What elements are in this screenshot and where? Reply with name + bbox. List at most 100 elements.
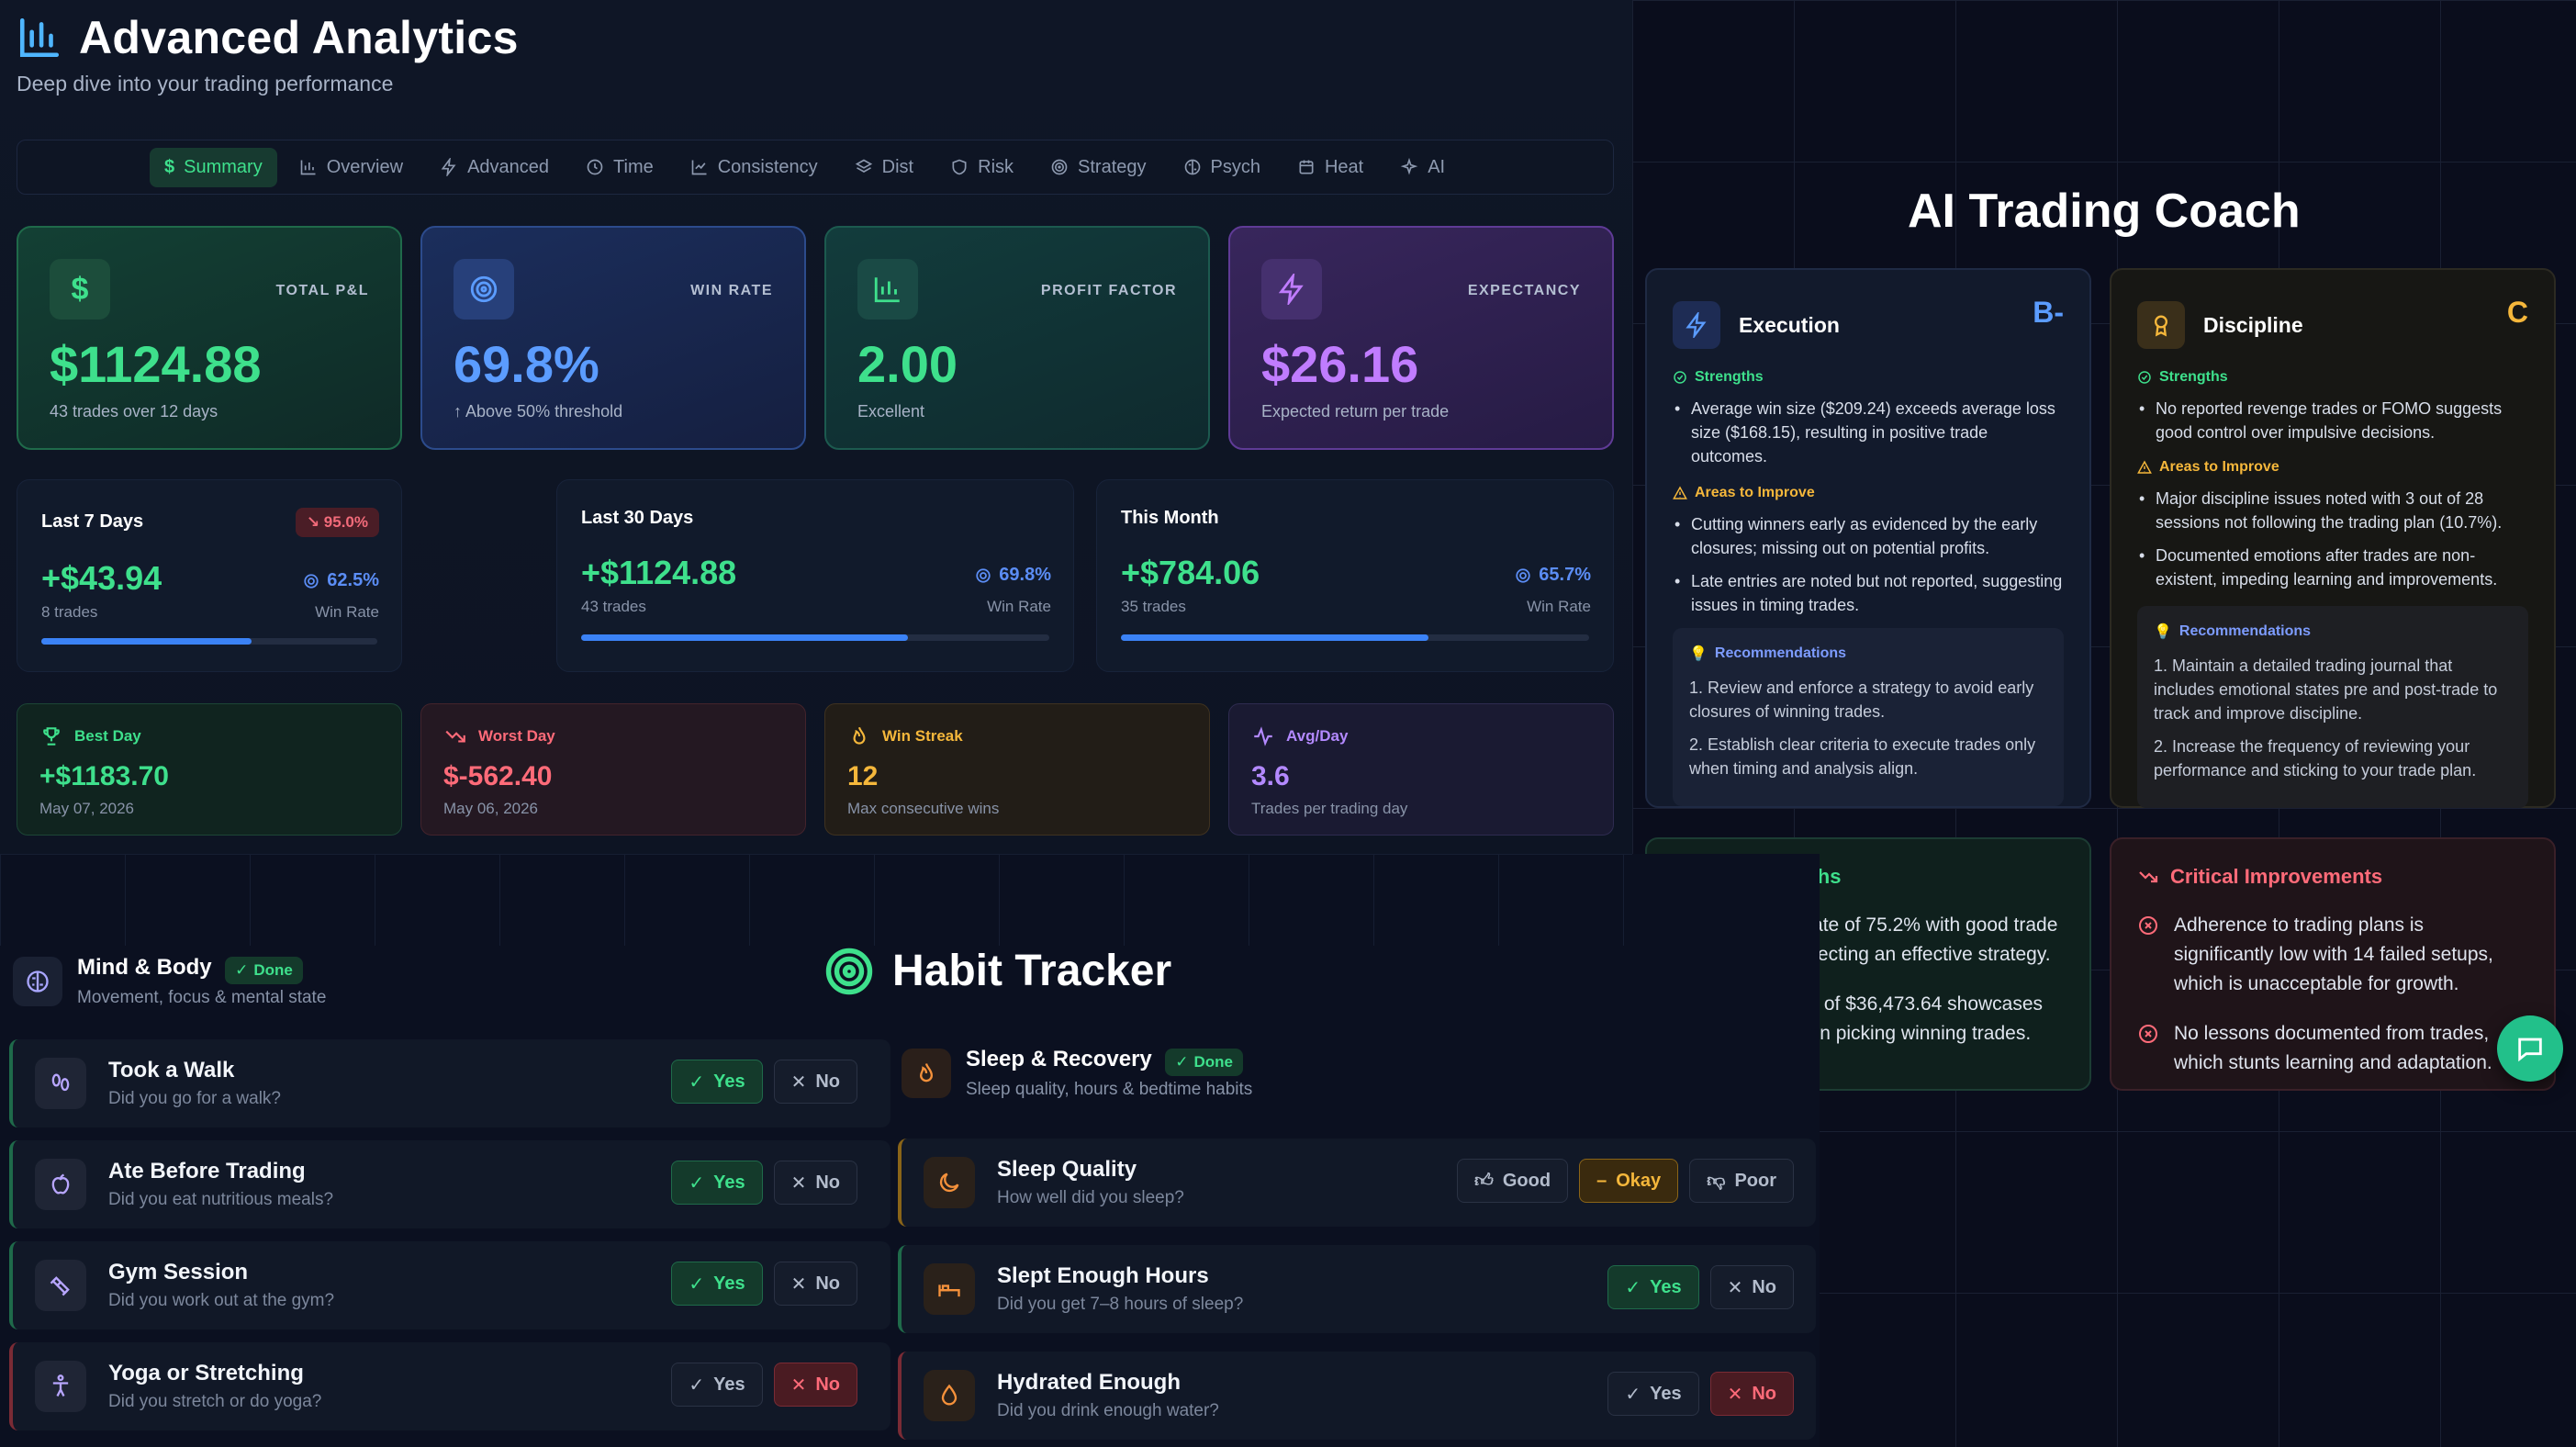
icon-box xyxy=(924,1157,975,1208)
yes-button[interactable]: ✓ Yes xyxy=(1607,1265,1699,1309)
mini-value: $-562.40 xyxy=(443,761,553,791)
habit-tracker-header: Habit Tracker xyxy=(824,946,1171,996)
critical-improvements-card: Critical Improvements Adherence to tradi… xyxy=(2110,837,2556,1091)
tab-label: Dist xyxy=(881,156,914,177)
card-header: Critical Improvements xyxy=(2137,865,2528,889)
no-button[interactable]: ✕ No xyxy=(773,1060,857,1104)
check-icon: ✓ xyxy=(689,1172,705,1194)
stat-card-win-rate: WIN RATE 69.8% ↑ Above 50% threshold xyxy=(420,226,806,450)
win-rate-value: 62.5% xyxy=(327,570,379,590)
yes-button[interactable]: ✓ Yes xyxy=(671,1363,763,1407)
progress-fill xyxy=(41,638,252,645)
tab-label: Time xyxy=(613,156,654,177)
warning-icon xyxy=(1673,486,1687,499)
habit-row-hydrated: Hydrated Enough Did you drink enough wat… xyxy=(898,1352,1816,1440)
win-rate: 65.7% xyxy=(1515,565,1591,586)
tab-psych[interactable]: Psych xyxy=(1169,148,1275,187)
no-button[interactable]: ✕ No xyxy=(1709,1265,1794,1309)
flame-icon xyxy=(919,1062,934,1082)
icon-box xyxy=(454,259,514,320)
yes-button[interactable]: ✓ Yes xyxy=(671,1060,763,1104)
period-card-7d: Last 7 Days ↘ 95.0% +$43.94 8 trades 62.… xyxy=(17,479,402,672)
yes-button[interactable]: ✓ Yes xyxy=(671,1262,763,1306)
thumbs-down-icon: 👎︎ xyxy=(1707,1171,1726,1191)
habit-name: Gym Session xyxy=(108,1260,249,1284)
close-icon: ✕ xyxy=(790,1273,807,1295)
button-label: No xyxy=(815,1071,840,1092)
tab-advanced[interactable]: Advanced xyxy=(425,148,564,187)
stat-label: PROFIT FACTOR xyxy=(1040,283,1177,298)
tab-summary[interactable]: $ Summary xyxy=(150,147,277,187)
tab-consistency[interactable]: Consistency xyxy=(676,148,833,187)
yes-button[interactable]: ✓ Yes xyxy=(1607,1372,1699,1416)
win-rate-value: 69.8% xyxy=(999,565,1051,585)
tab-overview[interactable]: Overview xyxy=(285,148,418,187)
tab-time[interactable]: Time xyxy=(571,148,668,187)
improve-section: Areas to Improve Major discipline issues… xyxy=(2137,459,2528,600)
category-title: Mind & Body xyxy=(77,955,212,980)
bar-chart-icon xyxy=(19,17,60,58)
stat-value: $26.16 xyxy=(1261,335,1419,393)
close-icon: ✕ xyxy=(790,1172,807,1194)
avg-day-card: Avg/Day 3.6 Trades per trading day xyxy=(1228,703,1614,836)
recommendation-item: 1. Review and enforce a strategy to avoi… xyxy=(1689,679,2034,721)
tab-label: AI xyxy=(1428,156,1446,177)
target-icon xyxy=(976,567,991,583)
icon-box xyxy=(2137,301,2185,349)
button-label: No xyxy=(1752,1276,1776,1297)
tab-label: Summary xyxy=(184,156,263,177)
yes-button[interactable]: ✓ Yes xyxy=(671,1161,763,1205)
improve-section: Areas to Improve Cutting winners early a… xyxy=(1673,485,2064,626)
tab-ai[interactable]: AI xyxy=(1385,148,1460,187)
poor-button[interactable]: 👎︎ Poor xyxy=(1689,1159,1794,1203)
tab-label: Heat xyxy=(1324,156,1364,177)
tab-dist[interactable]: Dist xyxy=(840,148,928,187)
check-circle-icon xyxy=(2138,371,2151,384)
progress-fill xyxy=(1121,634,1429,641)
lightbulb-icon: 💡 xyxy=(1689,646,1708,662)
tab-label: Psych xyxy=(1210,156,1260,177)
list-item: Documented emotions after trades are non… xyxy=(2137,544,2528,591)
sleep-recovery-header: Sleep & Recovery ✓ Done Sleep quality, h… xyxy=(902,1047,1252,1100)
target-icon xyxy=(825,948,873,994)
recommendation-item: 2. Establish clear criteria to execute t… xyxy=(1689,735,2036,778)
mini-sub: May 07, 2026 xyxy=(39,800,135,817)
period-value: +$784.06 xyxy=(1121,554,1260,591)
no-button[interactable]: ✕ No xyxy=(773,1161,857,1205)
okay-button[interactable]: – Okay xyxy=(1579,1159,1679,1203)
tab-strategy[interactable]: Strategy xyxy=(1036,148,1160,187)
person-stretch-icon xyxy=(52,1374,69,1397)
strengths-list: No reported revenge trades or FOMO sugge… xyxy=(2137,397,2528,444)
win-rate-label: Win Rate xyxy=(315,603,379,621)
trophy-icon xyxy=(43,727,60,746)
stat-label: TOTAL P&L xyxy=(275,283,369,298)
list-item: No lessons documented from trades, which… xyxy=(2137,1019,2528,1078)
lightning-icon xyxy=(1278,274,1304,305)
bed-icon xyxy=(938,1284,960,1297)
sparkles-icon xyxy=(1400,158,1418,175)
good-button[interactable]: 👍︎ Good xyxy=(1456,1159,1569,1203)
period-value: +$43.94 xyxy=(41,559,162,597)
close-icon: ✕ xyxy=(1727,1384,1743,1405)
x-circle-icon xyxy=(2139,916,2157,935)
dollar-icon: $ xyxy=(164,156,175,177)
tab-risk[interactable]: Risk xyxy=(935,148,1028,187)
strengths-section: Strengths Average win size ($209.24) exc… xyxy=(1673,369,2064,477)
tab-heat[interactable]: Heat xyxy=(1282,148,1378,187)
x-circle-icon xyxy=(2139,1025,2157,1043)
brain-icon xyxy=(1184,159,1200,175)
period-value: +$1124.88 xyxy=(581,554,737,591)
section-label: Strengths xyxy=(2159,369,2228,385)
no-button[interactable]: ✕ No xyxy=(773,1262,857,1306)
list-item: Adherence to trading plans is significan… xyxy=(2137,911,2528,999)
card-title: Critical Improvements xyxy=(2170,865,2383,888)
mini-title: Win Streak xyxy=(882,727,963,745)
no-button[interactable]: ✕ No xyxy=(1709,1372,1794,1416)
check-icon: ✓ xyxy=(689,1071,705,1093)
recommendations-box: 💡 Recommendations 1. Review and enforce … xyxy=(1673,628,2064,806)
no-button[interactable]: ✕ No xyxy=(773,1363,857,1407)
stat-value: 69.8% xyxy=(454,335,599,393)
check-icon: ✓ xyxy=(689,1374,705,1396)
chat-button[interactable] xyxy=(2497,1015,2563,1082)
button-label: No xyxy=(1752,1383,1776,1404)
